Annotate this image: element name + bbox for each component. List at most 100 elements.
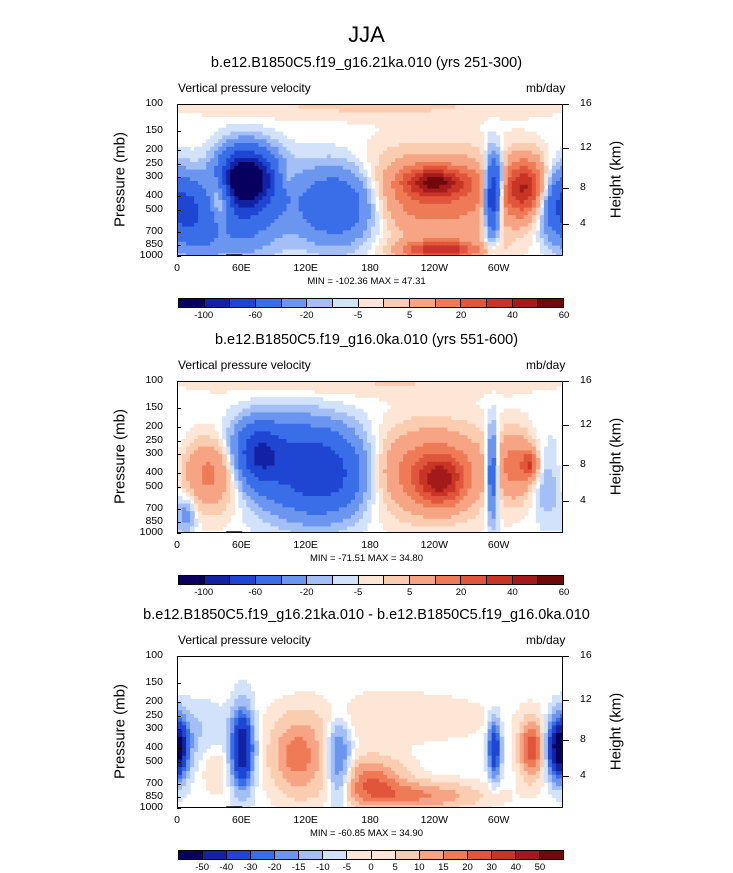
contour-cell [331, 208, 336, 212]
contour-cell [496, 223, 501, 227]
contour-cell [275, 450, 280, 454]
contour-cell [242, 135, 247, 139]
contour-cell [323, 234, 328, 238]
contour-cell [331, 151, 336, 155]
contour-cell [463, 223, 468, 227]
contour-cell [451, 230, 456, 234]
contour-cell [459, 420, 464, 424]
contour-cell [279, 177, 284, 181]
contour-cell [383, 120, 388, 124]
contour-cell [435, 196, 440, 200]
contour-cell [524, 116, 529, 120]
contour-cell [476, 185, 481, 189]
contour-cell [403, 424, 408, 428]
contour-cell [262, 151, 267, 155]
contour-cell [375, 162, 380, 166]
contour-cell [451, 181, 456, 185]
contour-cell [363, 109, 368, 113]
contour-cell [439, 173, 444, 177]
contour-cell [202, 170, 207, 174]
contour-cell [311, 215, 316, 219]
contour-cell [468, 166, 473, 170]
contour-cell [488, 151, 493, 155]
contour-cell [540, 109, 545, 113]
contour-cell [307, 177, 312, 181]
contour-cell [431, 238, 436, 242]
contour-cell [270, 128, 275, 132]
contour-cell [431, 223, 436, 227]
contour-cell [198, 249, 203, 253]
contour-cell [459, 128, 464, 132]
contour-cell [254, 109, 259, 113]
contour-cell [226, 386, 231, 390]
contour-cell [524, 428, 529, 432]
contour-cell [451, 158, 456, 162]
contour-cell [283, 246, 288, 250]
contour-cell [395, 105, 400, 109]
contour-cell [258, 439, 263, 443]
contour-cell [472, 454, 477, 458]
contour-cell [355, 382, 360, 386]
contour-cell [335, 200, 340, 204]
contour-cell [311, 458, 316, 462]
contour-cell [488, 135, 493, 139]
contour-cell [262, 428, 267, 432]
contour-cell [371, 234, 376, 238]
contour-cell [291, 397, 296, 401]
contour-cell [210, 215, 215, 219]
contour-cell [552, 450, 557, 454]
contour-cell [411, 189, 416, 193]
contour-cell [544, 154, 549, 158]
contour-cell [214, 443, 219, 447]
contour-cell [307, 185, 312, 189]
contour-cell [258, 208, 263, 212]
contour-cell [206, 227, 211, 231]
contour-cell [307, 116, 312, 120]
contour-cell [419, 416, 424, 420]
contour-cell [463, 428, 468, 432]
contour-cell [540, 196, 545, 200]
contour-cell [407, 439, 412, 443]
contour-cell [214, 139, 219, 143]
contour-cell [496, 230, 501, 234]
contour-cell [516, 246, 521, 250]
contour-cell [230, 154, 235, 158]
contour-cell [383, 173, 388, 177]
contour-cell [198, 382, 203, 386]
contour-cell [367, 443, 372, 447]
contour-cell [455, 215, 460, 219]
contour-cell [455, 162, 460, 166]
contour-cell [556, 151, 561, 155]
contour-cell [395, 116, 400, 120]
contour-cell [246, 128, 251, 132]
contour-cell [279, 227, 284, 231]
contour-cell [315, 412, 320, 416]
contour-cell [363, 200, 368, 204]
contour-cell [516, 242, 521, 246]
contour-cell [339, 113, 344, 117]
contour-cell [182, 447, 187, 451]
contour-cell [222, 238, 227, 242]
contour-cell [459, 234, 464, 238]
contour-cell [283, 181, 288, 185]
contour-cell [214, 132, 219, 136]
contour-cell [287, 105, 292, 109]
contour-cell [275, 170, 280, 174]
contour-cell [411, 238, 416, 242]
contour-cell [194, 386, 199, 390]
contour-cell [363, 185, 368, 189]
contour-cell [399, 230, 404, 234]
contour-cell [335, 382, 340, 386]
contour-cell [443, 382, 448, 386]
contour-cell [210, 246, 215, 250]
contour-cell [463, 234, 468, 238]
contour-cell [210, 173, 215, 177]
contour-cell [246, 215, 251, 219]
contour-cell [339, 116, 344, 120]
contour-cell [254, 185, 259, 189]
contour-cell [258, 181, 263, 185]
contour-cell [283, 238, 288, 242]
contour-cell [415, 128, 420, 132]
contour-cell [379, 166, 384, 170]
contour-cell [186, 158, 191, 162]
